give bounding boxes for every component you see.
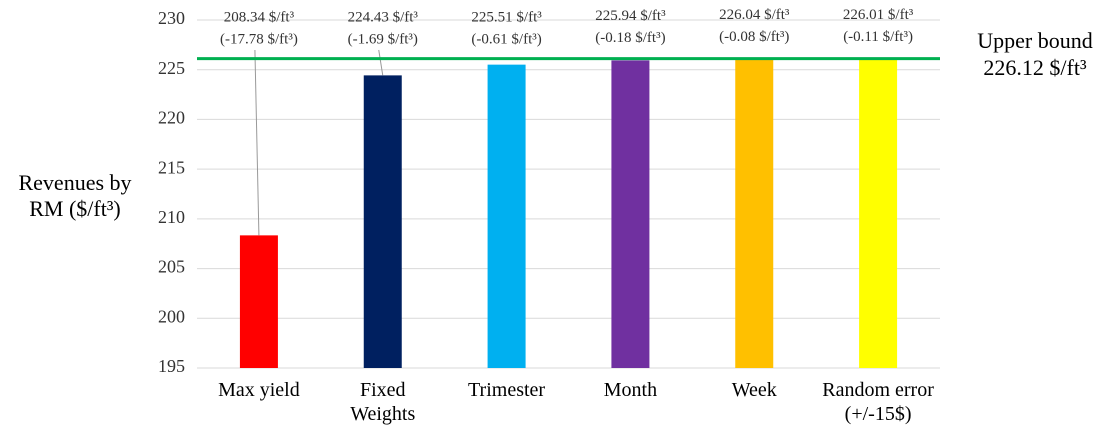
difference-label: (-0.11 $/ft³)	[843, 29, 913, 45]
y-tick-label: 200	[158, 306, 185, 326]
y-tick-label: 210	[158, 207, 185, 227]
bar	[239, 235, 278, 368]
leader-line	[254, 49, 260, 236]
upper-bound-label: Upper bound	[977, 28, 1093, 53]
difference-label: (-0.18 $/ft³)	[595, 30, 665, 46]
y-tick-label: 195	[158, 356, 185, 376]
value-label: 224.43 $/ft³	[348, 9, 419, 25]
value-label: 208.34 $/ft³	[224, 9, 295, 25]
leader-line	[378, 49, 384, 76]
bar	[363, 75, 402, 368]
x-tick-label: Fixed Weights	[350, 379, 416, 425]
y-tick-label: 225	[158, 58, 185, 78]
x-tick-label: Week	[731, 379, 777, 401]
bar	[611, 60, 650, 368]
upper-bound-value: 226.12 $/ft³	[983, 55, 1087, 80]
y-tick-label: 205	[158, 257, 185, 277]
x-tick-label: Random error (+/-15$)	[822, 379, 934, 425]
y-axis-label: Revenues by RM ($/ft³)	[18, 170, 132, 222]
difference-label: (-0.08 $/ft³)	[719, 29, 789, 45]
x-tick-label: Trimester	[468, 379, 546, 401]
difference-label: (-0.61 $/ft³)	[471, 31, 541, 47]
value-label: 226.04 $/ft³	[719, 7, 790, 23]
difference-label: (-1.69 $/ft³)	[348, 31, 418, 47]
y-tick-label: 215	[158, 157, 185, 177]
difference-label: (-17.78 $/ft³)	[220, 31, 298, 47]
bar	[735, 59, 774, 368]
bar	[859, 59, 898, 369]
x-tick-label: Month	[603, 379, 658, 401]
y-tick-label: 220	[158, 108, 185, 128]
bar	[487, 64, 526, 368]
value-label: 225.51 $/ft³	[471, 9, 542, 25]
value-label: 226.01 $/ft³	[843, 7, 914, 23]
value-label: 225.94 $/ft³	[595, 8, 666, 24]
x-tick-label: Max yield	[218, 379, 300, 401]
y-tick-label: 230	[158, 8, 185, 28]
